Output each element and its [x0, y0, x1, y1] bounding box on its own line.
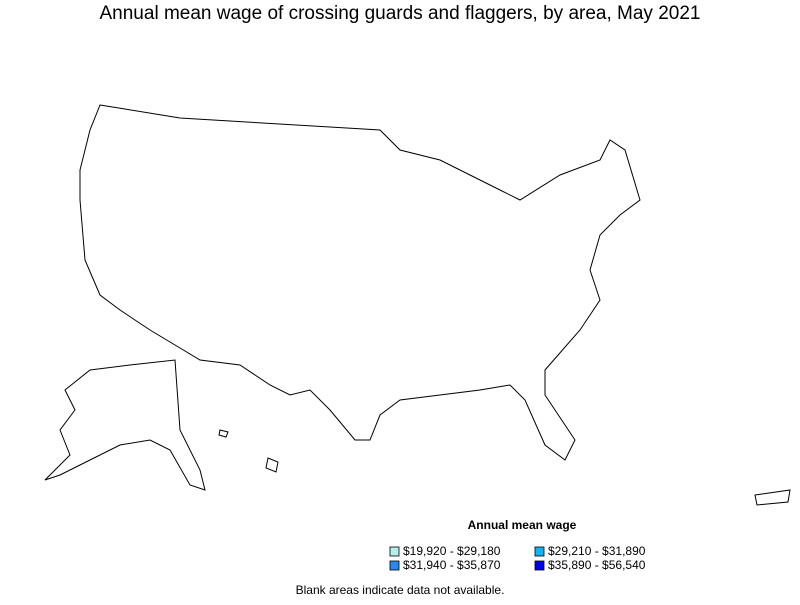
legend-swatch [389, 546, 400, 557]
map [44, 104, 791, 506]
legend-label: $29,210 - $31,890 [548, 544, 646, 558]
footnote: Blank areas indicate data not available. [296, 583, 505, 597]
legend-swatch [534, 546, 545, 557]
legend-label: $19,920 - $29,180 [403, 544, 501, 558]
contiguous-us [79, 104, 641, 461]
legend-title: Annual mean wage [468, 518, 577, 532]
hawaii [218, 429, 229, 438]
map-title: Annual mean wage of crossing guards and … [100, 3, 701, 24]
legend-swatch [389, 560, 400, 571]
hawaii-island [265, 457, 279, 473]
alaska [44, 359, 206, 491]
legend-label: $31,940 - $35,870 [403, 558, 501, 572]
legend-swatch [534, 560, 545, 571]
puerto-rico [754, 489, 791, 506]
legend: Annual mean wage $19,920 - $29,180 $29,21… [389, 518, 646, 572]
legend-label: $35,890 - $56,540 [548, 558, 646, 572]
